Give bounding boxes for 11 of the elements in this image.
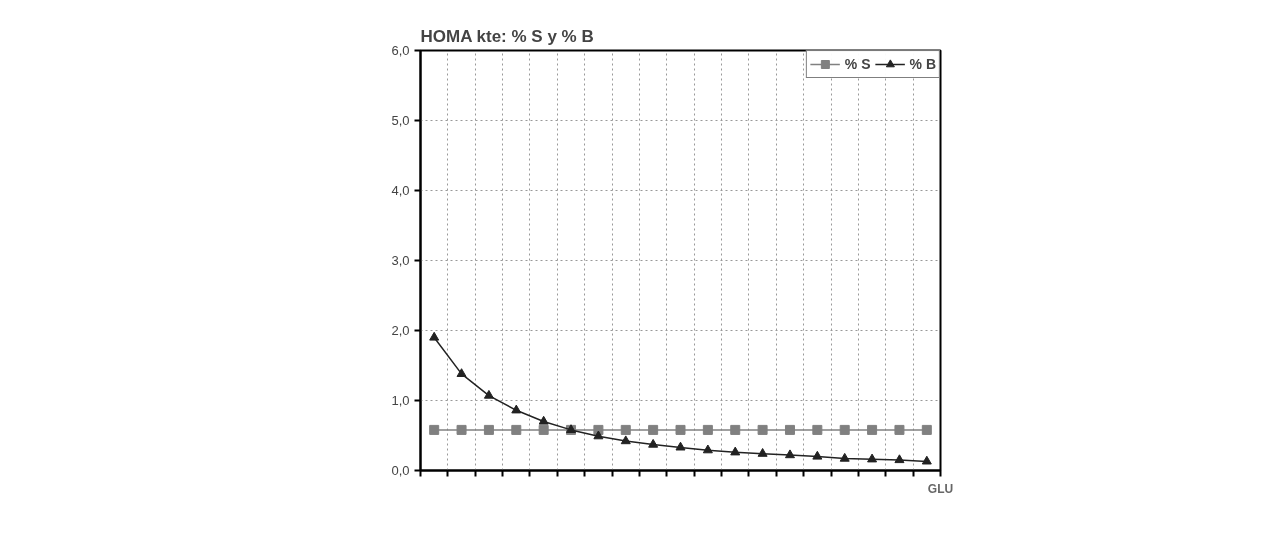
- legend-label: % S: [844, 56, 871, 72]
- y-tick-label: 2,0: [391, 323, 410, 338]
- y-tick-label: 4,0: [391, 183, 410, 198]
- y-tick-label: 1,0: [391, 393, 410, 408]
- chart-title: HOMA kte: % S y % B: [420, 26, 594, 46]
- x-axis-title: GLU: [927, 481, 954, 496]
- y-tick-label: 3,0: [391, 253, 410, 268]
- y-tick-label: 0,0: [391, 463, 410, 478]
- legend-label: % B: [909, 56, 936, 72]
- y-tick-label: 6,0: [391, 43, 410, 58]
- y-tick-label: 5,0: [391, 113, 410, 128]
